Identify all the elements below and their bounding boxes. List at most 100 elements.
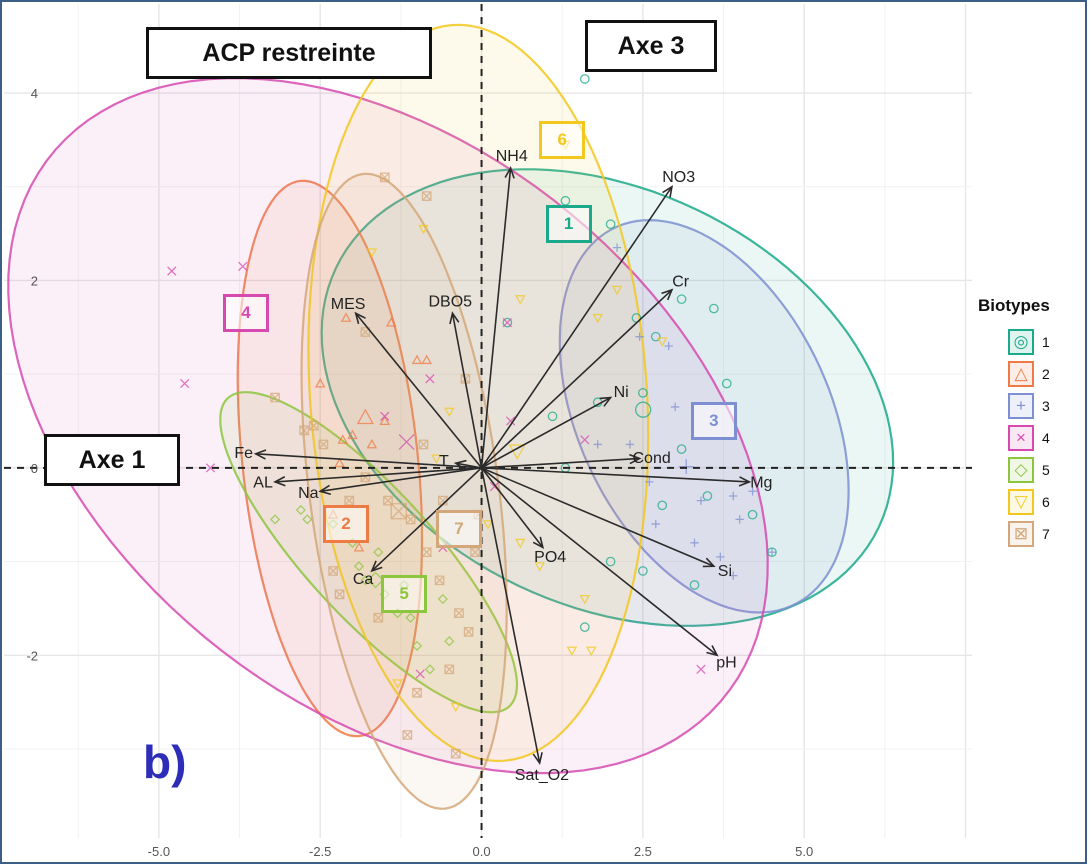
vector-label-Sat_O2: Sat_O2 [515,767,569,784]
vector-arrowhead-Cr [661,288,674,301]
vector-label-Ni: Ni [614,384,629,401]
point-group-5 [353,561,365,572]
centroid-group-3 [678,459,694,475]
point-group-2 [385,317,397,327]
point-group-7 [421,547,432,558]
legend-item-5: ◇ 5 [978,454,1050,486]
vector-Sat_O2 [480,467,541,764]
vector-arrowhead-T [453,459,467,471]
point-group-3 [716,552,725,562]
group-label-4: 4 [223,294,269,333]
centroid-group-7 [390,503,407,520]
vector-arrowhead-AL [273,476,286,487]
point-group-5 [424,664,436,675]
point-group-7 [463,626,474,637]
vector-arrowhead-Cond [629,453,642,465]
vector-label-AL: AL [253,475,273,492]
group-label-7: 7 [435,509,482,548]
vector-arrowhead-Na [318,484,332,496]
point-group-4 [425,374,435,384]
vector-Mg [481,467,750,483]
group-label-6: 6 [539,120,586,159]
vector-arrowhead-pH [706,645,719,657]
point-group-2 [347,429,358,440]
point-group-6 [585,646,597,657]
vector-NH4 [480,167,512,468]
point-group-7 [328,566,338,576]
legend-key-triangle-icon: △ [1008,361,1034,387]
group-label-2: 2 [323,505,370,544]
vector-arrowhead-NH4 [504,166,515,179]
point-group-2 [421,354,432,365]
vector-arrowhead-Si [702,557,716,568]
point-group-6 [418,224,429,235]
vector-MES [355,312,483,469]
point-group-7 [418,439,429,450]
legend-label: 5 [1042,462,1050,478]
point-group-4 [167,266,177,276]
point-group-7 [434,575,445,586]
point-group-1 [605,219,616,230]
point-group-5 [437,593,448,605]
x-tick-label: 5.0 [795,844,813,859]
point-group-5 [269,514,281,525]
point-group-6 [443,407,455,418]
point-group-1 [579,622,590,633]
legend: Biotypes ◎ 1 △ 2 +3 × 4 ◇ 5 ▽ 6 ⊠ 7 [978,296,1050,550]
vector-label-Fe: Fe [234,445,253,462]
point-group-4 [415,669,425,679]
vector-AL [274,467,482,483]
point-group-7 [344,495,355,506]
vector-label-Na: Na [298,485,319,502]
centroid-group-2 [356,408,374,425]
vector-arrowhead-MES [354,311,366,325]
point-group-4 [238,261,248,272]
point-group-7 [360,472,371,483]
centroid-group-1 [635,401,652,418]
point-group-1 [502,317,513,328]
point-group-2 [366,438,378,449]
point-group-7 [318,439,329,450]
chart-title: ACP restreinte [146,27,432,79]
point-group-3 [748,487,757,496]
legend-items: ◎ 1 △ 2 +3 × 4 ◇ 5 ▽ 6 ⊠ 7 [978,326,1050,550]
vector-label-Si: Si [718,563,732,580]
point-group-2 [379,415,391,426]
vector-Fe [255,452,482,469]
x-tick-label: -5.0 [148,844,170,859]
point-group-3 [593,440,602,449]
point-group-4 [696,664,706,674]
point-group-2 [340,312,352,322]
y-tick-label: 0 [31,461,38,476]
ellipse-group-4 [7,77,769,775]
x-tick-label: -2.5 [309,844,331,859]
point-group-6 [592,313,604,324]
vector-label-DBO5: DBO5 [429,293,473,310]
point-group-7 [379,172,390,183]
group-label-1: 1 [545,205,592,244]
tick-labels: -5.0 -2.5 0.0 2.5 5.0 -2 0 2 4 [26,86,813,859]
x-tick-label: 0.0 [473,844,491,859]
legend-item-2: △ 2 [978,358,1050,390]
vector-label-pH: pH [716,655,736,672]
legend-label: 1 [1042,334,1050,350]
point-group-3 [729,491,738,501]
point-group-5 [373,547,384,558]
vector-label-T: T [439,453,449,470]
legend-label: 2 [1042,366,1050,382]
point-group-7 [470,547,480,558]
point-group-5 [411,640,423,652]
group-label-3: 3 [690,402,737,440]
point-group-2 [411,354,423,365]
legend-item-1: ◎ 1 [978,326,1050,358]
point-group-5 [295,504,306,516]
vector-label-NH4: NH4 [496,148,528,165]
vector-label-Cr: Cr [672,274,690,291]
point-group-4 [505,416,516,426]
legend-key-diamond-icon: ◇ [1008,457,1034,483]
x-axis-title: Axe 1 [44,434,180,486]
point-group-7 [334,589,345,600]
vector-label-Ca: Ca [353,571,374,588]
